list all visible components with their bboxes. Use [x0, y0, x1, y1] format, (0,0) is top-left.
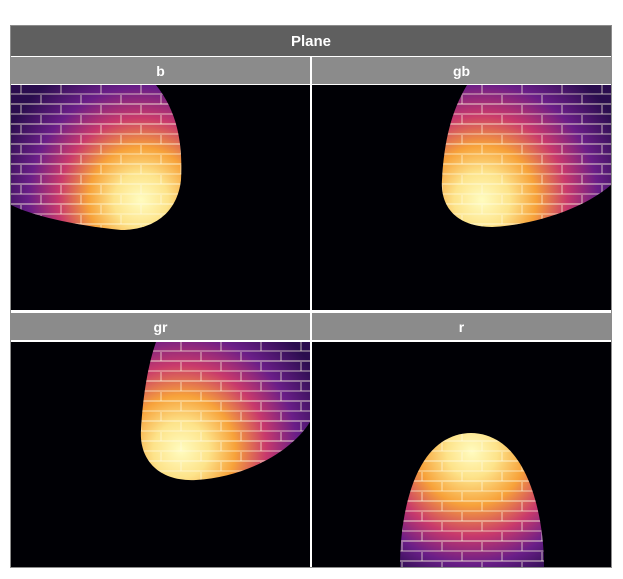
- panel-label-r: r: [458, 318, 465, 335]
- panel-image-gr: [11, 342, 310, 567]
- panel-image-b: [11, 85, 310, 310]
- plane-title-bar: Plane: [11, 26, 611, 56]
- panel-r-heatmap: [400, 433, 544, 567]
- panel-gb-heatmap: [441, 85, 611, 227]
- panel-b-heatmap: [11, 85, 182, 230]
- panel-gr-heatmap: [140, 342, 310, 481]
- plane-title: Plane: [290, 32, 332, 50]
- panel-label-gr: gr: [153, 318, 168, 335]
- panel-header-gr: gr: [11, 313, 310, 340]
- panel-image-r: [312, 342, 611, 567]
- panel-label-b: b: [156, 62, 165, 79]
- panel-image-gb: [312, 85, 611, 310]
- panel-header-r: r: [312, 313, 611, 340]
- panel-header-b: b: [11, 57, 310, 84]
- panel-label-gb: gb: [452, 62, 471, 79]
- plane-figure: Plane b: [10, 25, 612, 568]
- panel-header-gb: gb: [312, 57, 611, 84]
